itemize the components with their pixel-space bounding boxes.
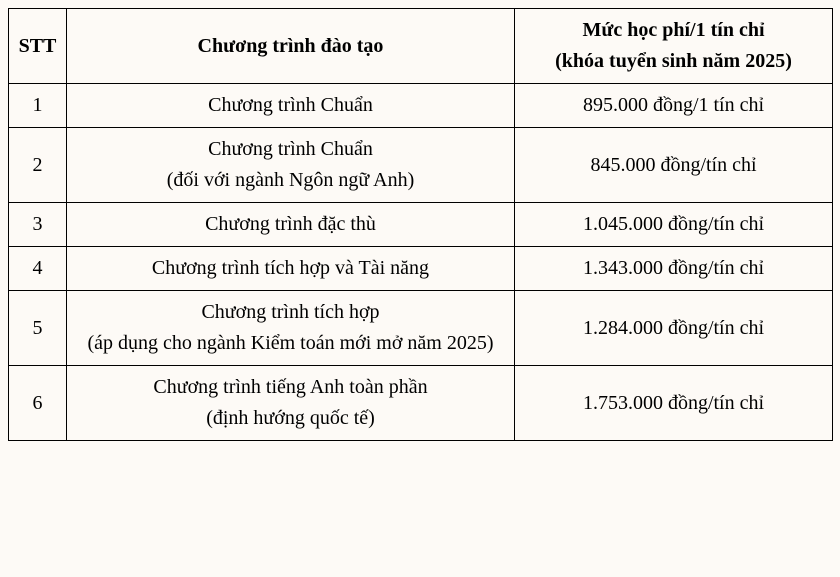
- program-sub: (áp dụng cho ngành Kiểm toán mới mở năm …: [75, 328, 506, 359]
- header-fee-line2: (khóa tuyển sinh năm 2025): [523, 46, 824, 77]
- program-main: Chương trình tích hợp: [75, 297, 506, 328]
- cell-fee: 1.753.000 đồng/tín chỉ: [515, 366, 833, 441]
- header-program: Chương trình đào tạo: [67, 9, 515, 84]
- cell-program: Chương trình tiếng Anh toàn phần (định h…: [67, 366, 515, 441]
- cell-fee: 1.343.000 đồng/tín chỉ: [515, 247, 833, 291]
- program-main: Chương trình Chuẩn: [75, 90, 506, 121]
- table-row: 2 Chương trình Chuẩn (đối với ngành Ngôn…: [9, 128, 833, 203]
- header-fee-line1: Mức học phí/1 tín chỉ: [523, 15, 824, 46]
- cell-fee: 1.284.000 đồng/tín chỉ: [515, 291, 833, 366]
- program-main: Chương trình đặc thù: [75, 209, 506, 240]
- cell-program: Chương trình Chuẩn: [67, 84, 515, 128]
- table-row: 3 Chương trình đặc thù 1.045.000 đồng/tí…: [9, 203, 833, 247]
- header-stt: STT: [9, 9, 67, 84]
- table-header-row: STT Chương trình đào tạo Mức học phí/1 t…: [9, 9, 833, 84]
- cell-program: Chương trình đặc thù: [67, 203, 515, 247]
- cell-fee: 895.000 đồng/1 tín chỉ: [515, 84, 833, 128]
- table-row: 6 Chương trình tiếng Anh toàn phần (định…: [9, 366, 833, 441]
- cell-fee: 845.000 đồng/tín chỉ: [515, 128, 833, 203]
- cell-stt: 3: [9, 203, 67, 247]
- table-row: 1 Chương trình Chuẩn 895.000 đồng/1 tín …: [9, 84, 833, 128]
- program-main: Chương trình Chuẩn: [75, 134, 506, 165]
- program-sub: (định hướng quốc tế): [75, 403, 506, 434]
- cell-stt: 5: [9, 291, 67, 366]
- table-body: 1 Chương trình Chuẩn 895.000 đồng/1 tín …: [9, 84, 833, 441]
- tuition-table: STT Chương trình đào tạo Mức học phí/1 t…: [8, 8, 833, 441]
- cell-stt: 1: [9, 84, 67, 128]
- cell-fee: 1.045.000 đồng/tín chỉ: [515, 203, 833, 247]
- cell-stt: 2: [9, 128, 67, 203]
- cell-program: Chương trình Chuẩn (đối với ngành Ngôn n…: [67, 128, 515, 203]
- table-row: 5 Chương trình tích hợp (áp dụng cho ngà…: [9, 291, 833, 366]
- cell-stt: 4: [9, 247, 67, 291]
- header-fee: Mức học phí/1 tín chỉ (khóa tuyển sinh n…: [515, 9, 833, 84]
- program-sub: (đối với ngành Ngôn ngữ Anh): [75, 165, 506, 196]
- cell-stt: 6: [9, 366, 67, 441]
- cell-program: Chương trình tích hợp (áp dụng cho ngành…: [67, 291, 515, 366]
- cell-program: Chương trình tích hợp và Tài năng: [67, 247, 515, 291]
- program-main: Chương trình tiếng Anh toàn phần: [75, 372, 506, 403]
- table-row: 4 Chương trình tích hợp và Tài năng 1.34…: [9, 247, 833, 291]
- program-main: Chương trình tích hợp và Tài năng: [75, 253, 506, 284]
